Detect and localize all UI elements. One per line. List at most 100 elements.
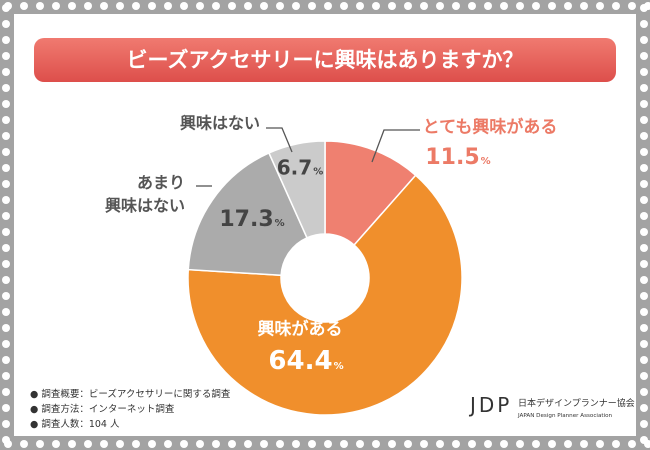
hole <box>564 440 572 448</box>
hole <box>640 404 648 412</box>
hole <box>324 440 332 448</box>
hole <box>640 356 648 364</box>
hole <box>500 440 508 448</box>
hole <box>2 372 10 380</box>
hole <box>20 440 28 448</box>
hole <box>640 164 648 172</box>
hole <box>436 440 444 448</box>
value: 64.4 <box>268 346 333 377</box>
hole <box>36 440 44 448</box>
value: 17.3 <box>219 207 274 233</box>
hole <box>640 308 648 316</box>
hole <box>640 324 648 332</box>
hole <box>640 84 648 92</box>
hole <box>356 440 364 448</box>
logo-english: JAPAN Design Planner Association <box>517 413 613 419</box>
hole <box>2 308 10 316</box>
hole <box>484 2 492 10</box>
hole <box>2 164 10 172</box>
hole <box>640 52 648 60</box>
hole <box>52 440 60 448</box>
category-label: 興味がある <box>257 319 343 340</box>
hole <box>2 36 10 44</box>
hole <box>148 440 156 448</box>
hole <box>640 388 648 396</box>
hole <box>276 2 284 10</box>
hole <box>2 212 10 220</box>
hole <box>612 2 620 10</box>
hole <box>164 2 172 10</box>
hole <box>68 440 76 448</box>
hole <box>100 2 108 10</box>
hole <box>212 2 220 10</box>
title-band <box>34 38 616 82</box>
hole <box>596 2 604 10</box>
value: 11.5 <box>425 145 480 171</box>
hole <box>640 244 648 252</box>
hole <box>372 440 380 448</box>
hole <box>404 2 412 10</box>
hole <box>640 180 648 188</box>
leader-line <box>266 127 293 153</box>
hole <box>2 356 10 364</box>
hole <box>2 148 10 156</box>
slice <box>187 151 308 277</box>
hole <box>388 440 396 448</box>
hole <box>196 2 204 10</box>
hole <box>164 440 172 448</box>
slice <box>187 174 463 416</box>
hole <box>452 2 460 10</box>
value-label: 6.7% <box>277 154 323 183</box>
hole <box>640 436 648 444</box>
hole <box>20 2 28 10</box>
category-label: とても興味がある <box>422 117 558 138</box>
hole <box>2 292 10 300</box>
hole <box>2 228 10 236</box>
hole <box>404 440 412 448</box>
hole <box>2 116 10 124</box>
hole <box>548 440 556 448</box>
hole <box>260 2 268 10</box>
leader-line <box>371 129 420 163</box>
hole <box>468 2 476 10</box>
hole <box>628 440 636 448</box>
hole <box>2 132 10 140</box>
hole <box>640 212 648 220</box>
hole <box>2 340 10 348</box>
hole <box>596 440 604 448</box>
note: ● 調査人数：104 人 <box>30 419 120 430</box>
hole <box>2 244 10 252</box>
value-label: 17.3% <box>219 204 284 236</box>
hole <box>516 2 524 10</box>
hole <box>640 196 648 204</box>
hole <box>308 440 316 448</box>
unit: % <box>480 156 491 168</box>
hole <box>500 2 508 10</box>
note-text: 調査人数：104 人 <box>41 419 120 430</box>
hole <box>2 420 10 428</box>
logo-mark: JDP <box>468 393 512 417</box>
hole <box>132 440 140 448</box>
hole <box>84 2 92 10</box>
logo-name: 日本デザインプランナー協会 <box>518 397 635 409</box>
hole <box>640 340 648 348</box>
hole <box>2 20 10 28</box>
value-label: 11.5% <box>425 142 490 174</box>
hole <box>244 440 252 448</box>
hole <box>2 100 10 108</box>
hole <box>340 2 348 10</box>
hole <box>640 148 648 156</box>
hole <box>324 2 332 10</box>
hole <box>628 2 636 10</box>
leader-lines <box>196 127 420 187</box>
hole <box>52 2 60 10</box>
hole <box>356 2 364 10</box>
hole <box>640 20 648 28</box>
hole <box>148 2 156 10</box>
hole <box>640 132 648 140</box>
hole <box>640 4 648 12</box>
hole <box>228 2 236 10</box>
hole <box>36 2 44 10</box>
